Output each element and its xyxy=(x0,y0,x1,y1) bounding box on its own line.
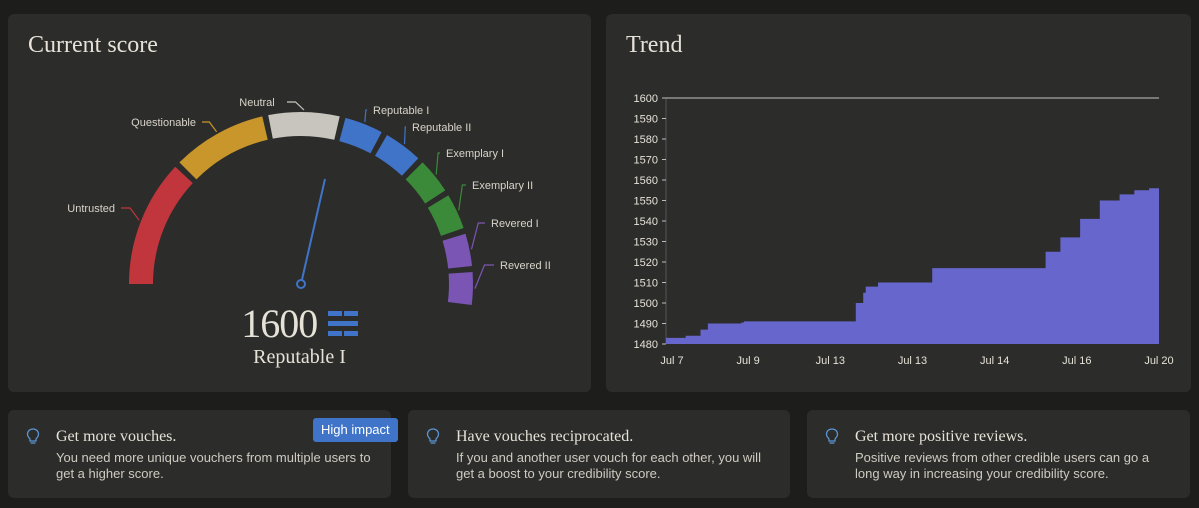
tip-body: If you and another user vouch for each o… xyxy=(456,450,761,481)
gauge-label-reputable-i: Reputable I xyxy=(373,105,429,117)
chart-x-tick-label: Jul 16 xyxy=(1062,355,1091,367)
score-gauge: Untrusted Questionable Neutral Reputable I R… xyxy=(67,97,551,305)
chart-y-tick-label: 1490 xyxy=(634,319,658,331)
gauge-label-revered-i: Revered I xyxy=(491,218,539,230)
gauge-segment-untrusted xyxy=(129,166,193,285)
lightbulb-icon xyxy=(26,428,40,444)
chart-x-tick-label: Jul 20 xyxy=(1144,355,1173,367)
current-score-card: Current score Untrusted Questionable Neutr… xyxy=(8,14,591,392)
gauge-label-questionable: Questionable xyxy=(131,117,196,129)
gauge-segment-reputable-i xyxy=(339,117,382,154)
gauge-leader-line xyxy=(364,109,367,123)
score-level-label: Reputable I xyxy=(253,346,346,368)
chart-y-tick-label: 1500 xyxy=(634,298,658,310)
score-value-row: 1600 xyxy=(8,300,591,347)
gauge-segment-neutral xyxy=(268,111,340,140)
gauge-needle xyxy=(300,178,326,285)
chart-y-tick-label: 1570 xyxy=(634,155,658,167)
chart-y-tick-label: 1560 xyxy=(634,175,658,187)
gauge-leader-line xyxy=(121,207,140,221)
gauge-segment-exemplary-ii xyxy=(427,195,464,237)
trend-area xyxy=(666,98,1159,344)
chart-y-tick-label: 1580 xyxy=(634,134,658,146)
score-value: 1600 xyxy=(241,301,318,346)
gauge-label-revered-ii: Revered II xyxy=(500,260,551,272)
tip-title: Have vouches reciprocated. xyxy=(456,428,634,445)
gauge-leader-line xyxy=(458,184,466,211)
chart-y-tick-label: 1530 xyxy=(634,237,658,249)
chart-y-tick-label: 1540 xyxy=(634,216,658,228)
current-score-title: Current score xyxy=(28,32,158,58)
gauge-segment-revered-i xyxy=(442,233,473,269)
lightbulb-icon xyxy=(426,428,440,444)
trend-chart: 1480 1490 1500 1510 1520 1530 1540 1550 1560 1570… xyxy=(634,93,1174,367)
gauge-label-neutral: Neutral xyxy=(239,97,274,109)
gauge-needle-pivot xyxy=(296,279,306,289)
gauge-leader-line xyxy=(474,264,494,289)
tip-title: Get more vouches. xyxy=(56,428,177,445)
trend-card: Trend 1480 1490 1500 1510 1520 1530 1540 1550 15… xyxy=(606,14,1191,392)
score-level-icon xyxy=(327,309,358,339)
gauge-leader-line xyxy=(470,222,485,250)
gauge-label-exemplary-i: Exemplary I xyxy=(446,148,504,160)
tip-title: Get more positive reviews. xyxy=(855,428,1028,445)
gauge-leader-line xyxy=(435,152,440,175)
gauge-leader-line xyxy=(202,121,218,133)
chart-x-tick-label: Jul 13 xyxy=(816,355,845,367)
tip-get-more-positive-reviews[interactable]: Get more positive reviews. Positive revi… xyxy=(807,410,1190,498)
tip-body: Positive reviews from other credible use… xyxy=(855,450,1150,481)
gauge-leader-line xyxy=(403,126,406,145)
chart-y-tick-label: 1510 xyxy=(634,278,658,290)
trend-title: Trend xyxy=(626,32,683,58)
gauge-segment-exemplary-i xyxy=(405,162,446,204)
chart-x-tick-label: Jul 14 xyxy=(980,355,1009,367)
chart-y-tick-label: 1590 xyxy=(634,114,658,126)
chart-x-tick-label: Jul 9 xyxy=(737,355,760,367)
chart-y-tick-label: 1480 xyxy=(634,339,658,351)
gauge-segment-questionable xyxy=(179,116,268,180)
gauge-leader-line xyxy=(287,101,305,111)
tip-body: You need more unique vouchers from multi… xyxy=(56,450,371,481)
chart-y-tick-label: 1550 xyxy=(634,196,658,208)
gauge-label-reputable-ii: Reputable II xyxy=(412,122,471,134)
gauge-label-exemplary-ii: Exemplary II xyxy=(472,180,533,192)
gauge-segment-revered-ii xyxy=(447,271,473,305)
chart-y-tick-label: 1600 xyxy=(634,93,658,105)
tip-have-vouches-reciprocated[interactable]: Have vouches reciprocated. If you and an… xyxy=(408,410,790,498)
chart-x-tick-label: Jul 13 xyxy=(898,355,927,367)
high-impact-badge: High impact xyxy=(313,418,398,442)
lightbulb-icon xyxy=(825,428,839,444)
chart-y-tick-label: 1520 xyxy=(634,257,658,269)
gauge-segment-reputable-ii xyxy=(374,135,419,176)
gauge-label-untrusted: Untrusted xyxy=(67,203,115,215)
chart-x-tick-label: Jul 7 xyxy=(660,355,683,367)
